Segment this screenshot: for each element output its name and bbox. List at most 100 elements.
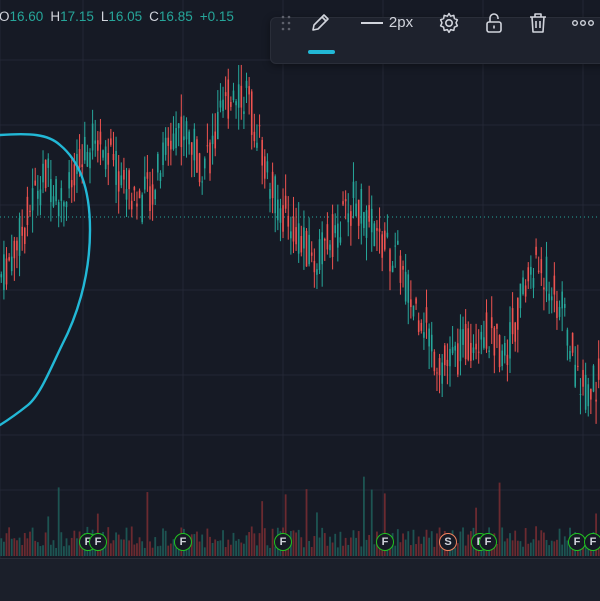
line-width-button[interactable]: 2px xyxy=(352,0,422,45)
candle-body xyxy=(488,350,490,352)
candle-body xyxy=(107,153,110,165)
earnings-event-marker[interactable]: F xyxy=(376,533,394,551)
change-value: +0.15 xyxy=(199,9,234,24)
volume-bar xyxy=(483,546,485,556)
earnings-event-marker[interactable]: F xyxy=(89,533,107,551)
candle-body xyxy=(68,172,70,189)
volume-bar xyxy=(433,546,436,556)
drag-handle-icon[interactable] xyxy=(277,0,295,45)
volume-bar xyxy=(149,541,151,556)
low-value: 16.05 xyxy=(108,9,143,24)
candle-body xyxy=(457,343,459,375)
volume-bar xyxy=(60,532,63,556)
volume-bar xyxy=(227,539,230,556)
volume-bar xyxy=(229,544,232,556)
candle-body xyxy=(582,369,584,387)
volume-bar xyxy=(496,544,498,556)
volume-bar xyxy=(44,532,47,556)
candle-body xyxy=(89,152,91,169)
volume-bar xyxy=(211,542,214,556)
candle-body xyxy=(566,329,569,346)
volume-bar xyxy=(404,539,407,556)
candle-body xyxy=(222,99,224,112)
volume-bar xyxy=(323,533,326,556)
volume-bar xyxy=(349,537,352,556)
candle-body xyxy=(256,142,258,148)
earnings-event-marker[interactable]: F xyxy=(584,533,600,551)
candle-body xyxy=(117,171,120,192)
candle-body xyxy=(394,245,397,247)
candle-body xyxy=(50,179,52,203)
earnings-event-marker[interactable]: F xyxy=(174,533,192,551)
gear-icon[interactable] xyxy=(432,0,466,45)
candle-body xyxy=(321,232,323,265)
volume-bar xyxy=(250,526,253,556)
pencil-icon[interactable] xyxy=(302,0,338,45)
earnings-event-marker[interactable]: F xyxy=(479,533,497,551)
volume-bar xyxy=(31,527,34,556)
candle-body xyxy=(196,139,198,173)
volume-bar xyxy=(423,536,425,556)
high-label: H xyxy=(50,9,61,24)
split-event-marker[interactable]: S xyxy=(439,533,457,551)
trash-icon[interactable] xyxy=(521,0,555,45)
candle-body xyxy=(550,296,553,301)
volume-bar xyxy=(490,547,493,556)
candle-body xyxy=(198,153,201,183)
event-marker-label: F xyxy=(279,536,287,548)
candle-body xyxy=(519,283,522,309)
volume-bar xyxy=(26,538,29,556)
earnings-event-marker[interactable]: F xyxy=(274,533,292,551)
candle-body xyxy=(376,228,378,231)
candle-body xyxy=(282,205,284,232)
candle-body xyxy=(305,230,308,267)
time-scale[interactable] xyxy=(0,558,600,601)
volume-bar xyxy=(548,545,551,556)
candle-body xyxy=(290,231,292,239)
candle-body xyxy=(232,90,235,101)
line-width-label: 2px xyxy=(388,14,414,31)
volume-bar xyxy=(196,531,198,556)
candle-body xyxy=(172,133,175,150)
candle-body xyxy=(292,216,295,242)
candle-body xyxy=(402,265,404,270)
candle-body xyxy=(57,202,60,217)
unlock-icon[interactable] xyxy=(477,0,511,45)
candle-body xyxy=(81,164,83,168)
candle-body xyxy=(318,239,321,270)
candle-body xyxy=(475,343,477,350)
volume-bar xyxy=(271,528,274,556)
volume-bar xyxy=(49,544,52,556)
volume-bar xyxy=(519,541,522,556)
candle-body xyxy=(73,164,76,186)
candle-body xyxy=(368,205,370,222)
volume-bar xyxy=(156,546,159,556)
candle-body xyxy=(26,196,29,225)
candle-body xyxy=(104,146,107,170)
candle-body xyxy=(365,210,368,238)
candle-body xyxy=(31,188,34,211)
volume-bar xyxy=(347,544,350,556)
volume-bar xyxy=(55,547,57,556)
more-icon[interactable] xyxy=(566,0,600,45)
candle-body xyxy=(201,181,203,183)
volume-bar xyxy=(162,528,164,556)
candle-body xyxy=(339,237,342,243)
pencil-color-indicator xyxy=(308,50,335,54)
candle-body xyxy=(227,79,230,119)
candle-body xyxy=(415,298,417,304)
candle-body xyxy=(167,137,170,146)
candle-body xyxy=(42,163,44,183)
candle-body xyxy=(410,299,412,308)
candle-body xyxy=(8,257,10,261)
volume-bar xyxy=(522,546,524,556)
volume-bar xyxy=(563,536,566,556)
volume-bar xyxy=(537,540,540,556)
candle-body xyxy=(297,223,300,254)
candle-body xyxy=(310,252,313,256)
candle-body xyxy=(331,214,334,257)
candle-body xyxy=(347,213,350,223)
volume-bar xyxy=(130,526,133,556)
